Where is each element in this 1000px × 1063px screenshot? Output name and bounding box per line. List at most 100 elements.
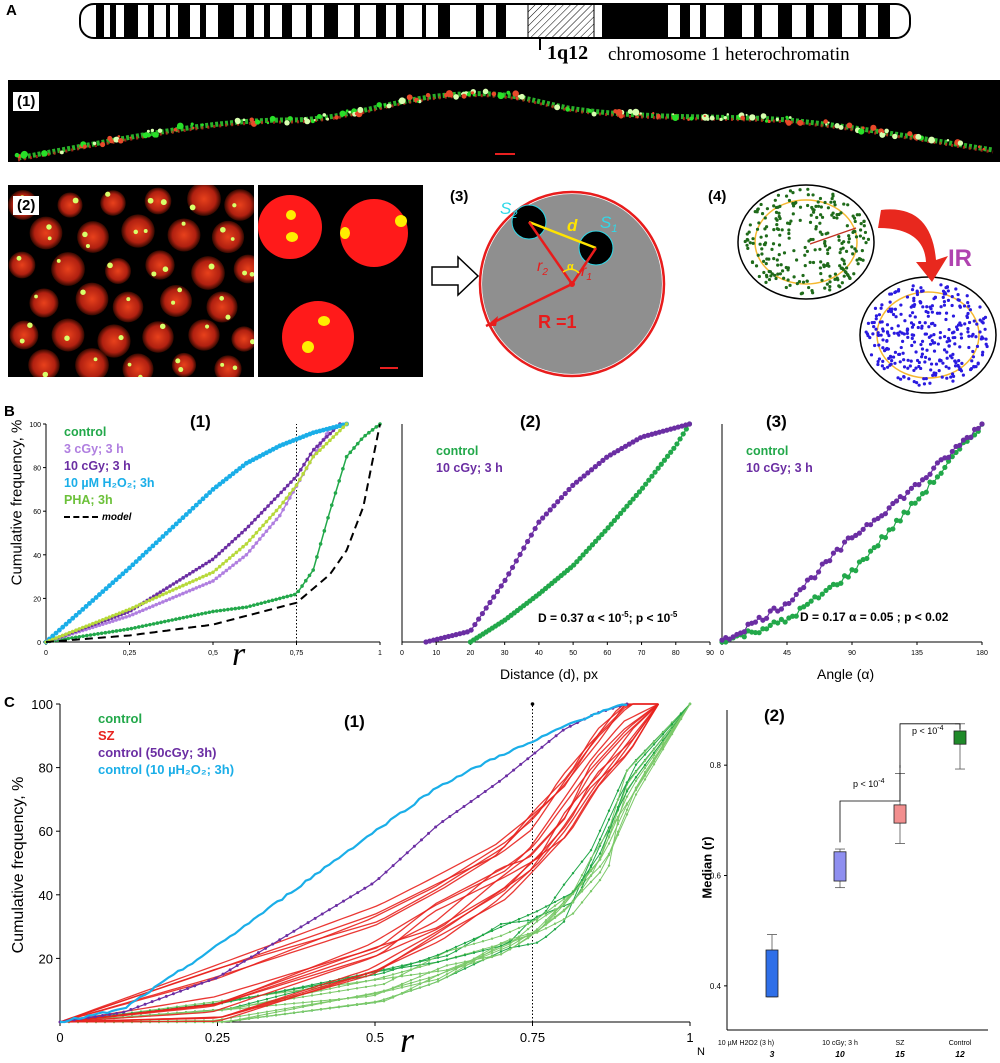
series-0-point: [118, 628, 123, 633]
green-dot: [778, 233, 782, 237]
blue-dot: [950, 356, 954, 360]
series-10cgy-point: [968, 434, 974, 440]
control-curve-point: [562, 903, 566, 906]
series-4-point: [191, 579, 195, 583]
series-1-point: [237, 558, 242, 562]
blue-dot: [971, 332, 975, 336]
fiber-signal: [142, 132, 149, 139]
control-curve-point: [310, 1000, 314, 1003]
series-4-point: [124, 608, 128, 613]
green-dot: [833, 203, 837, 207]
series-10cgy-point: [808, 574, 814, 581]
nucleus: [142, 321, 174, 353]
control-curve-point: [364, 979, 368, 983]
green-dot: [788, 283, 792, 287]
significance-bracket: [839, 765, 901, 843]
fiber-signal: [472, 93, 476, 97]
control-curve-point: [562, 909, 566, 913]
series-0-point: [207, 610, 212, 615]
series-control-point: [674, 441, 680, 447]
control-curve-point: [418, 986, 422, 989]
series-control-point: [782, 619, 788, 625]
blue-dot: [885, 339, 889, 343]
series-control-point: [793, 613, 799, 619]
series-4-point: [104, 616, 108, 621]
blue-dot: [946, 298, 951, 302]
series-1-point: [204, 581, 209, 586]
series-3-point: [207, 490, 213, 495]
blue-dot: [906, 358, 910, 362]
series-control-point: [630, 496, 636, 502]
series-control-point: [661, 457, 668, 463]
blue-dot: [939, 305, 943, 309]
green-dot: [784, 285, 788, 290]
fiber-signal: [775, 117, 779, 121]
y-tick-label: 100: [31, 697, 53, 712]
blue-dot: [915, 290, 919, 294]
series-control-point: [890, 526, 896, 532]
control-curve-point: [328, 991, 332, 994]
radial-distribution-diagram: IR: [737, 184, 997, 394]
nucleus-signal: [219, 296, 225, 301]
nucleus-signal: [93, 357, 98, 362]
green-dot: [842, 202, 846, 206]
series-50cgy-point: [427, 831, 431, 835]
control-curve-point: [499, 942, 503, 945]
nucleus: [28, 349, 60, 377]
fiber-signal: [466, 92, 471, 97]
nucleus-signal: [204, 324, 210, 329]
nucleus: [75, 282, 109, 316]
control-curve-point: [265, 1010, 269, 1013]
control-curve-point: [310, 1003, 314, 1006]
blue-dot: [917, 364, 921, 369]
blue-dot: [912, 299, 916, 303]
series-10cgy-point: [476, 616, 482, 622]
nucleus-signal: [151, 271, 157, 277]
series-1-point: [154, 602, 159, 607]
blue-dot: [980, 320, 984, 324]
blue-dot: [889, 310, 894, 314]
series-4-point: [70, 629, 75, 634]
blue-dot: [951, 379, 955, 383]
green-dot: [823, 239, 827, 244]
control-curve-point: [301, 1001, 305, 1004]
green-dot: [832, 215, 836, 220]
series-4-point: [74, 628, 78, 633]
series-0-point: [162, 619, 167, 624]
series-4-point: [107, 615, 112, 619]
blue-dot: [927, 325, 931, 329]
series-10cgy-point: [573, 479, 580, 485]
control-curve-point: [346, 982, 350, 985]
series-10cgy-point: [771, 605, 777, 611]
control-curve-point: [301, 995, 305, 999]
green-dot: [767, 257, 771, 261]
series-0-point: [359, 437, 364, 442]
series-control-point: [618, 510, 624, 516]
control-curve-point: [553, 908, 557, 912]
series-10cgy-point: [767, 608, 773, 614]
control-curve-point: [463, 945, 467, 948]
blue-dot: [949, 375, 953, 379]
series-10cgy-point: [789, 597, 796, 603]
fiber-signal: [870, 124, 877, 131]
green-dot: [777, 253, 781, 257]
series-control-point: [905, 510, 911, 516]
fiber-signal: [242, 118, 246, 122]
series-4-point: [221, 561, 225, 566]
series-50cgy-point: [441, 820, 445, 824]
control-curve-point: [373, 978, 377, 982]
green-dot: [765, 207, 770, 211]
green-dot: [788, 222, 792, 226]
y-tick-label: 60: [33, 509, 41, 516]
green-dot: [831, 194, 835, 198]
series-3-point: [200, 496, 206, 502]
green-dot: [760, 212, 765, 216]
fiber-signal: [118, 138, 124, 144]
control-curve-point: [445, 975, 449, 979]
blue-dot: [984, 337, 988, 341]
series-2-point: [302, 462, 306, 467]
series-10cgy-point: [786, 600, 792, 607]
control-curve-point: [436, 978, 440, 981]
series-10cgy-point: [611, 450, 617, 456]
fiber-signal: [322, 113, 327, 117]
